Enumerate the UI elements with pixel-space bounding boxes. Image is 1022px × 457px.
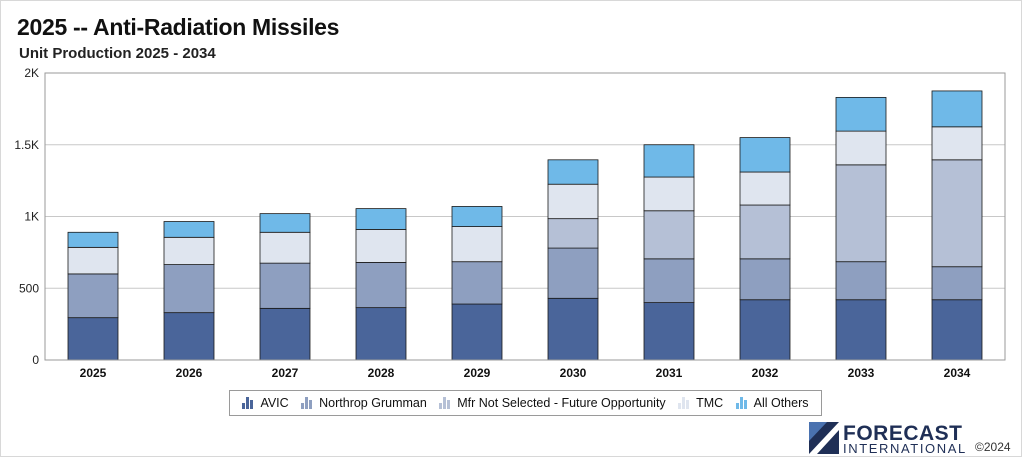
bar-segment-northrop-grumman-2027 — [259, 262, 311, 309]
x-tick-label: 2026 — [176, 366, 203, 380]
legend-item[interactable]: TMC — [678, 396, 723, 410]
bar-segment-all-others-2029 — [451, 206, 503, 227]
bar-segment-tmc-2034 — [931, 126, 983, 161]
legend-item[interactable]: AVIC — [242, 396, 289, 410]
bar-segment-tmc-2032 — [739, 171, 791, 206]
y-axis: 0 500 1K 1.5K 2K — [14, 66, 39, 367]
bar-stack-2030 — [547, 159, 599, 361]
x-axis: 2025 2026 2027 2028 2029 2030 2031 2032 2033 2034 — [80, 366, 971, 380]
bar-stack-2028 — [355, 208, 407, 361]
bar-stack-2032 — [739, 137, 791, 361]
bar-segment-mfr-not-selected-future-opportunity-2030 — [547, 218, 599, 249]
bar-stack-2031 — [643, 144, 695, 361]
bar-segment-northrop-grumman-2034 — [931, 266, 983, 301]
bar-segment-tmc-2027 — [259, 231, 311, 264]
logo-mark-icon — [809, 422, 839, 454]
bar-segment-northrop-grumman-2032 — [739, 258, 791, 301]
bar-segment-tmc-2033 — [835, 130, 887, 166]
bar-segment-mfr-not-selected-future-opportunity-2031 — [643, 210, 695, 260]
bar-segment-avic-2034 — [931, 299, 983, 361]
plot-area-border — [44, 72, 1006, 361]
bar-segment-northrop-grumman-2025 — [67, 273, 119, 319]
bar-segment-all-others-2026 — [163, 221, 215, 238]
bar-segment-avic-2032 — [739, 299, 791, 361]
bar-stack-2033 — [835, 96, 887, 361]
logo-text-forecast: FORECAST — [843, 422, 963, 445]
legend-item[interactable]: All Others — [735, 396, 809, 410]
bar-segment-tmc-2031 — [643, 176, 695, 212]
bar-segment-tmc-2025 — [67, 246, 119, 275]
bar-chart-icon — [678, 397, 690, 409]
x-tick-label: 2031 — [656, 366, 683, 380]
bar-segment-all-others-2033 — [835, 96, 887, 132]
y-tick-label: 0 — [32, 353, 39, 367]
bar-segment-avic-2027 — [259, 307, 311, 361]
bar-segment-tmc-2029 — [451, 226, 503, 263]
x-tick-label: 2030 — [560, 366, 587, 380]
x-tick-label: 2025 — [80, 366, 107, 380]
forecast-international-logo: FORECAST INTERNATIONAL — [809, 422, 1019, 456]
bar-stack-2034 — [931, 90, 983, 361]
bar-stack-2029 — [451, 206, 503, 361]
bar-segment-mfr-not-selected-future-opportunity-2034 — [931, 159, 983, 268]
legend-item[interactable]: Northrop Grumman — [301, 396, 427, 410]
bar-segment-northrop-grumman-2029 — [451, 261, 503, 305]
bar-segment-all-others-2030 — [547, 159, 599, 185]
bar-segment-tmc-2030 — [547, 183, 599, 220]
y-tick-label: 1.5K — [14, 138, 39, 152]
x-tick-label: 2027 — [272, 366, 299, 380]
bars — [67, 90, 983, 361]
bar-segment-avic-2026 — [163, 312, 215, 361]
bar-segment-northrop-grumman-2030 — [547, 247, 599, 299]
bar-segment-all-others-2025 — [67, 231, 119, 248]
y-tick-label: 500 — [19, 281, 39, 295]
bar-chart-icon — [439, 397, 451, 409]
bar-segment-all-others-2032 — [739, 137, 791, 173]
bar-chart-icon — [301, 397, 313, 409]
bar-segment-northrop-grumman-2031 — [643, 258, 695, 303]
legend-label: AVIC — [260, 396, 289, 410]
bar-segment-northrop-grumman-2033 — [835, 261, 887, 301]
legend-label: Mfr Not Selected - Future Opportunity — [457, 396, 666, 410]
legend-label: TMC — [696, 396, 724, 410]
bar-chart-icon — [242, 397, 254, 409]
bar-stack-2026 — [163, 221, 215, 361]
bar-segment-avic-2029 — [451, 303, 503, 361]
bar-segment-mfr-not-selected-future-opportunity-2032 — [739, 204, 791, 260]
bar-segment-avic-2031 — [643, 302, 695, 361]
chart-title: 2025 -- Anti-Radiation Missiles — [17, 14, 340, 40]
bar-segment-tmc-2028 — [355, 229, 407, 263]
bar-chart-icon — [735, 397, 748, 409]
bar-segment-all-others-2028 — [355, 208, 407, 230]
bar-stack-2025 — [67, 231, 119, 361]
y-tick-label: 1K — [24, 210, 39, 224]
bar-segment-avic-2028 — [355, 307, 407, 361]
legend-label: Northrop Grumman — [319, 396, 427, 410]
y-tick-label: 2K — [24, 66, 39, 80]
x-tick-label: 2028 — [368, 366, 395, 380]
bar-segment-avic-2033 — [835, 299, 887, 361]
x-tick-label: 2029 — [464, 366, 491, 380]
stacked-bar-chart: 0 500 1K 1.5K 2K 2025 2026 2027 2028 2029 2030 203… — [14, 66, 1006, 380]
legend-item[interactable]: Mfr Not Selected - Future Opportunity — [439, 396, 666, 410]
bar-stack-2027 — [259, 213, 311, 361]
x-tick-label: 2033 — [848, 366, 875, 380]
legend-label: All Others — [753, 396, 809, 410]
copyright-text: ©2024 — [975, 440, 1011, 454]
bar-segment-mfr-not-selected-future-opportunity-2033 — [835, 164, 887, 263]
legend: AVIC Northrop Grumman Mfr Not Selected - F… — [229, 390, 822, 416]
bar-segment-all-others-2034 — [931, 90, 983, 128]
bar-segment-northrop-grumman-2028 — [355, 262, 407, 309]
x-tick-label: 2034 — [944, 366, 971, 380]
bar-segment-avic-2025 — [67, 317, 119, 361]
logo-text-international: INTERNATIONAL — [843, 441, 967, 456]
x-tick-label: 2032 — [752, 366, 779, 380]
bar-segment-northrop-grumman-2026 — [163, 264, 215, 314]
bar-segment-tmc-2026 — [163, 236, 215, 265]
bar-segment-all-others-2027 — [259, 213, 311, 233]
chart-subtitle: Unit Production 2025 - 2034 — [19, 45, 216, 62]
bar-segment-all-others-2031 — [643, 144, 695, 178]
bar-segment-avic-2030 — [547, 297, 599, 361]
